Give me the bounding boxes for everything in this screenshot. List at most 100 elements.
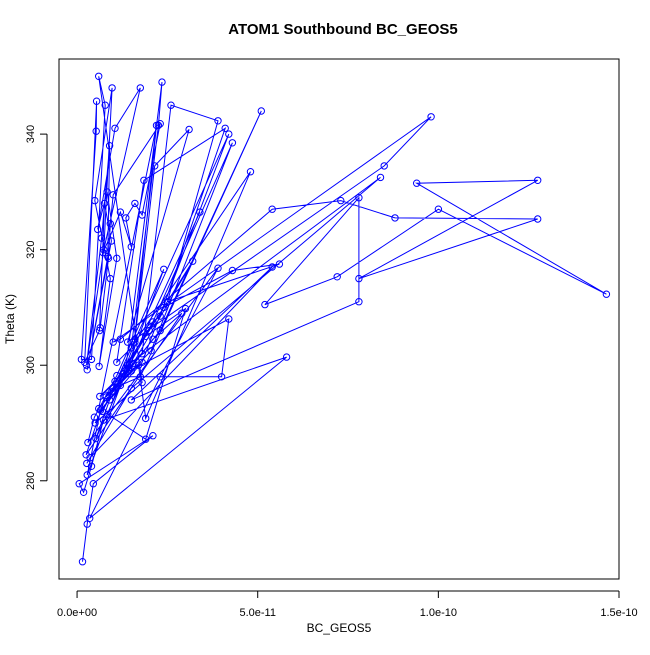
y-tick-label: 280 [25, 472, 37, 490]
data-point [109, 338, 117, 346]
data-point [163, 298, 172, 306]
data-point [118, 373, 126, 381]
data-point [92, 127, 100, 135]
data-point [131, 335, 139, 343]
data-point [196, 208, 204, 216]
data-point [140, 176, 148, 185]
data-point [92, 434, 100, 443]
data-point [95, 404, 103, 413]
data-point [156, 120, 164, 128]
data-point [268, 205, 276, 213]
data-point [104, 254, 113, 262]
data-point [84, 438, 92, 447]
data-point [107, 237, 116, 245]
data-point [376, 173, 385, 182]
data-point [95, 362, 103, 371]
data-point [127, 367, 136, 375]
data-point [228, 139, 237, 147]
series-layer [75, 72, 611, 566]
data-point [116, 335, 125, 343]
data-point [134, 361, 143, 369]
data-point [138, 378, 146, 387]
plot-frame [58, 58, 620, 580]
data-point [380, 162, 388, 170]
data-point [217, 373, 226, 381]
data-point [109, 384, 117, 392]
data-point [101, 101, 109, 109]
data-point [105, 142, 114, 150]
y-tick-label: 320 [25, 240, 37, 258]
data-point [156, 312, 164, 320]
data-point [86, 514, 94, 522]
data-point [87, 355, 96, 364]
y-axis: 280 300 320 340 [25, 125, 48, 490]
data-point [91, 196, 99, 205]
data-point [160, 303, 168, 312]
data-point [427, 113, 435, 121]
data-point [333, 273, 341, 281]
data-point [257, 107, 265, 115]
data-point [83, 471, 91, 479]
data-point [214, 117, 222, 125]
data-point [94, 225, 102, 234]
data-point [145, 326, 154, 335]
y-tick-label: 300 [25, 356, 37, 374]
data-point [181, 304, 190, 313]
data-point [337, 196, 345, 205]
data-point [391, 214, 399, 222]
data-point [221, 124, 229, 133]
data-point [82, 361, 91, 369]
x-axis: 0.0e+00 5.0e-11 1.0e-10 1.5e-10 [57, 590, 638, 619]
data-point [90, 413, 99, 421]
data-point [96, 406, 105, 414]
data-point [122, 214, 130, 222]
data-point [246, 168, 255, 176]
data-point [534, 215, 542, 223]
data-point [127, 344, 136, 352]
data-point [142, 435, 150, 443]
data-point [103, 188, 111, 196]
data-point [127, 384, 136, 392]
data-point [167, 101, 175, 109]
data-point [355, 298, 363, 306]
data-point [142, 332, 150, 340]
data-point [149, 335, 157, 343]
data-point [102, 393, 110, 401]
data-point [83, 459, 91, 468]
data-point [434, 205, 443, 213]
data-point [355, 274, 363, 283]
data-point [111, 124, 119, 133]
data-point [178, 309, 186, 317]
data-point [113, 254, 121, 262]
data-point [152, 121, 161, 130]
data-point [92, 97, 101, 105]
data-point [75, 480, 83, 488]
x-tick-label: 5.0e-11 [239, 607, 276, 619]
y-tick-label: 340 [25, 125, 37, 143]
data-point [99, 416, 108, 424]
data-point [100, 199, 109, 208]
data-point [355, 194, 363, 202]
data-point [113, 358, 121, 366]
data-point [268, 263, 276, 271]
data-point [116, 208, 125, 216]
data-point [106, 274, 115, 283]
data-point [131, 338, 139, 346]
data-point [214, 264, 222, 272]
data-point [225, 130, 233, 138]
data-point [156, 373, 164, 381]
data-point [158, 78, 166, 86]
data-point [96, 324, 104, 332]
data-point [104, 410, 112, 418]
data-point [95, 72, 103, 81]
data-point [189, 257, 197, 265]
data-point [131, 199, 139, 208]
data-point [109, 191, 117, 199]
data-point [108, 84, 116, 92]
data-point [127, 396, 136, 404]
series-line [78, 76, 607, 562]
data-point [261, 300, 269, 309]
data-point [602, 290, 611, 298]
data-point [111, 377, 119, 386]
